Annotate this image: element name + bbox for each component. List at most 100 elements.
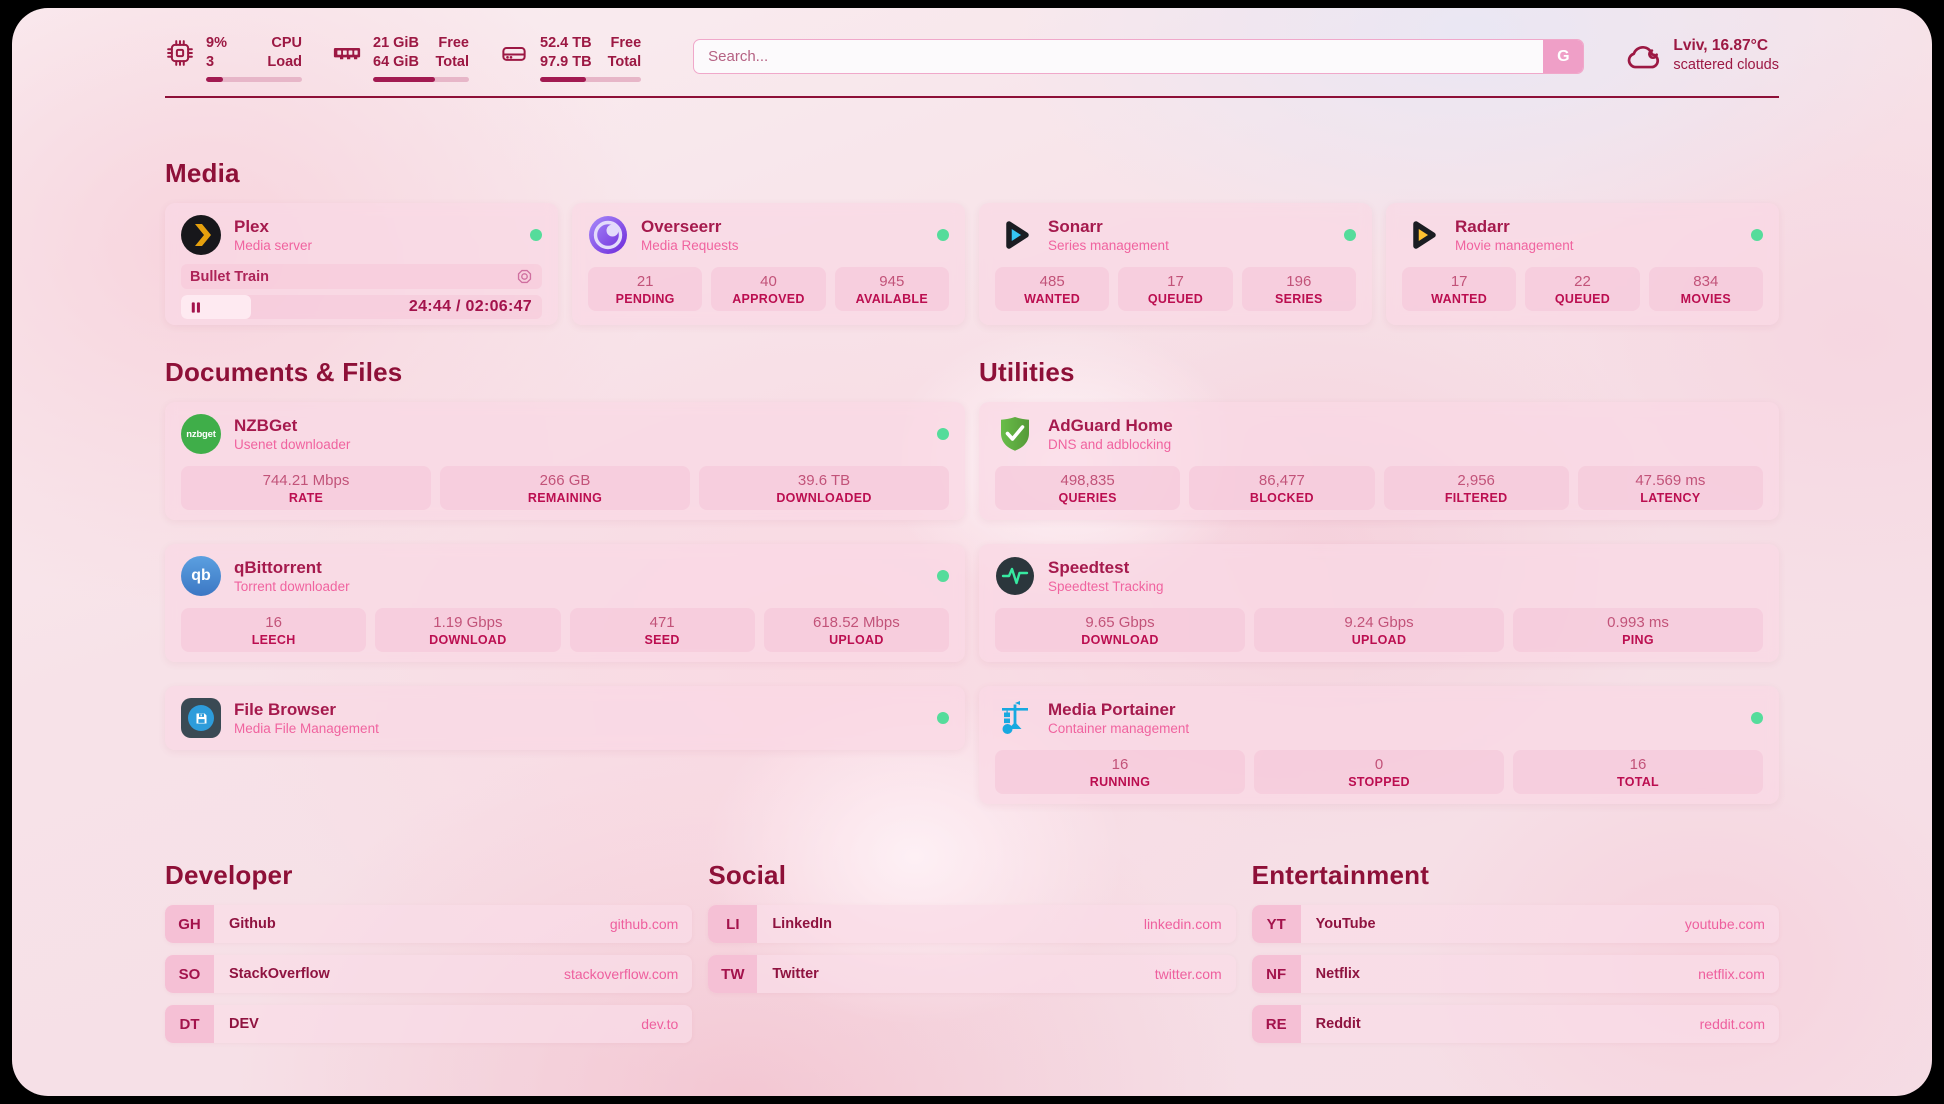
stat-pill: 22 QUEUED (1525, 267, 1640, 311)
bookmark-name: LinkedIn (772, 916, 832, 932)
app-name: Plex (234, 217, 269, 236)
status-dot (1344, 229, 1356, 241)
cloud-icon (1628, 45, 1660, 68)
app-card-adguard[interactable]: AdGuard Home DNS and adblocking 498,835 Q… (979, 402, 1779, 520)
stat-pill: 39.6 TB DOWNLOADED (699, 466, 949, 510)
stat-pill: 471 SEED (569, 608, 755, 652)
sonarr-icon (995, 215, 1035, 255)
app-name: File Browser (234, 700, 337, 719)
ram-free-label: Free (438, 35, 469, 51)
disk-free-value: 52.4 TB (540, 35, 592, 51)
stat-pill: 17 QUEUED (1118, 267, 1233, 311)
bookmark-url: netflix.com (1698, 966, 1765, 982)
weather-location-temp: Lviv, 16.87°C (1673, 37, 1769, 54)
stat-pill: 0.993 ms PING (1513, 608, 1763, 652)
documents-column: Documents & Files nzbget NZBGet Usenet d… (165, 357, 965, 750)
stat-pill: 618.52 Mbps UPLOAD (763, 608, 949, 652)
bookmark-badge: TW (708, 955, 758, 993)
bookmark-netflix[interactable]: NF Netflix netflix.com (1251, 955, 1779, 993)
stat-pill: 16 LEECH (181, 608, 367, 652)
weather-condition: scattered clouds (1673, 57, 1779, 73)
playback-progress: 24:44 / 02:06:47 (181, 295, 542, 319)
stat-pill: 2,956 FILTERED (1383, 466, 1569, 510)
app-name: qBittorrent (234, 558, 322, 577)
ram-icon (333, 48, 361, 60)
bookmark-name: StackOverflow (229, 966, 330, 982)
stat-pill: 0 STOPPED (1254, 750, 1504, 794)
bookmark-dev[interactable]: DT DEV dev.to (165, 1005, 693, 1043)
ram-total-label: Total (435, 54, 469, 70)
bookmark-linkedin[interactable]: LI LinkedIn linkedin.com (708, 905, 1236, 943)
app-card-nzbget[interactable]: nzbget NZBGet Usenet downloader 744.21 M… (165, 402, 965, 520)
stat-pill: 21 PENDING (588, 267, 703, 311)
stat-pill: 1.19 Gbps DOWNLOAD (375, 608, 561, 652)
app-card-radarr[interactable]: Radarr Movie management 17 WANTED 22 QUEUE… (1386, 203, 1779, 325)
now-playing-row: Bullet Train (181, 264, 542, 289)
bookmark-badge: LI (708, 905, 758, 943)
app-name: NZBGet (234, 416, 298, 435)
bookmark-url: twitter.com (1154, 966, 1222, 982)
stat-pill: 86,477 BLOCKED (1189, 466, 1375, 510)
app-subtitle: Media File Management (234, 721, 379, 736)
bookmark-badge: GH (165, 905, 214, 943)
stat-pill: 16 RUNNING (995, 750, 1245, 794)
app-card-overseerr[interactable]: Overseerr Media Requests 21 PENDING 40 APP… (572, 203, 965, 325)
status-dot (937, 570, 949, 582)
app-name: Speedtest (1048, 558, 1130, 577)
section-title-social: Social (708, 860, 787, 890)
stat-pill: 47.569 ms LATENCY (1577, 466, 1763, 510)
status-dot (937, 712, 949, 724)
app-name: Media Portainer (1048, 700, 1176, 719)
nzbget-icon: nzbget (181, 414, 221, 454)
app-name: Radarr (1455, 217, 1510, 236)
app-subtitle: DNS and adblocking (1048, 437, 1172, 452)
bookmark-youtube[interactable]: YT YouTube youtube.com (1251, 905, 1779, 943)
bookmark-stackoverflow[interactable]: SO StackOverflow stackoverflow.com (165, 955, 693, 993)
status-dot (1751, 229, 1763, 241)
search-input[interactable] (694, 40, 1544, 73)
app-card-sonarr[interactable]: Sonarr Series management 485 WANTED 17 QUE… (979, 203, 1372, 325)
bookmark-badge: DT (165, 1005, 214, 1043)
cpu-load-value: 3 (206, 54, 215, 70)
app-card-qbittorrent[interactable]: qb qBittorrent Torrent downloader 16 LEEC… (165, 544, 965, 662)
qbittorrent-icon: qb (181, 556, 221, 596)
bookmark-url: dev.to (641, 1016, 679, 1032)
bookmark-url: youtube.com (1684, 916, 1765, 932)
bookmark-url: github.com (609, 916, 679, 932)
bookmark-badge: RE (1251, 1005, 1301, 1043)
bookmark-url: reddit.com (1699, 1016, 1765, 1032)
stat-pill: 834 MOVIES (1648, 267, 1763, 311)
overseerr-icon (588, 215, 628, 255)
ram-total-value: 64 GiB (373, 54, 419, 70)
app-card-filebrowser[interactable]: File Browser Media File Management (165, 686, 965, 750)
entertainment-column: Entertainment YT YouTube youtube.com NF … (1251, 860, 1779, 1043)
radarr-icon (1402, 215, 1442, 255)
bookmark-twitter[interactable]: TW Twitter twitter.com (708, 955, 1236, 993)
disk-free-label: Free (610, 35, 642, 51)
utilities-column: Utilities AdGuard Home (979, 357, 1779, 804)
status-dot (1751, 712, 1763, 724)
social-column: Social LI LinkedIn linkedin.com TW Twitt… (708, 860, 1236, 1043)
app-card-speedtest[interactable]: Speedtest Speedtest Tracking 9.65 Gbps DO… (979, 544, 1779, 662)
plex-icon (181, 215, 221, 255)
ram-widget: 21 GiB Free 64 GiB Total (332, 34, 469, 82)
stat-pill: 16 TOTAL (1513, 750, 1763, 794)
app-name: Overseerr (641, 217, 722, 236)
bookmark-reddit[interactable]: RE Reddit reddit.com (1251, 1005, 1779, 1043)
bookmark-github[interactable]: GH Github github.com (165, 905, 693, 943)
section-title-documents: Documents & Files (165, 357, 403, 387)
search-engine-button[interactable]: G (1543, 40, 1584, 73)
app-name: Sonarr (1048, 217, 1103, 236)
bookmark-url: stackoverflow.com (563, 966, 679, 982)
app-card-portainer[interactable]: Media Portainer Container management 16 R… (979, 686, 1779, 804)
app-card-plex[interactable]: Plex Media server Bullet Train 24:44 / 0… (165, 203, 558, 325)
bookmark-name: YouTube (1315, 916, 1376, 932)
app-name: AdGuard Home (1048, 416, 1173, 435)
stat-pill: 266 GB REMAINING (440, 466, 690, 510)
bookmark-name: DEV (229, 1016, 259, 1032)
bookmark-badge: SO (165, 955, 214, 993)
stat-pill: 40 APPROVED (711, 267, 826, 311)
disk-total-value: 97.9 TB (540, 54, 592, 70)
pause-icon[interactable] (189, 300, 203, 315)
top-bar: 9% CPU 3 Load 21 GiB Free 64 GiB Total (12, 8, 1932, 82)
